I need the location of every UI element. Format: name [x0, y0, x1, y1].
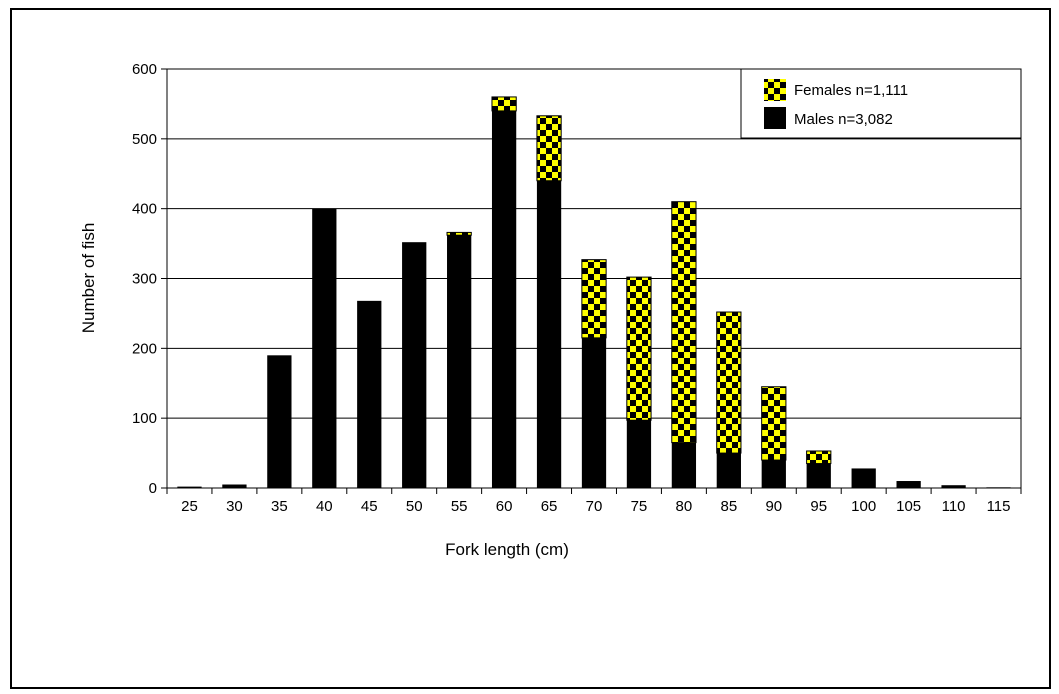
y-tick-label: 200	[132, 340, 157, 357]
x-tick-label: 115	[987, 498, 1011, 515]
bar-males-80	[671, 442, 697, 488]
x-tick-label: 75	[631, 498, 648, 515]
bar-males-95	[806, 463, 831, 488]
legend-swatch-females	[764, 79, 786, 101]
bar-males-50	[402, 242, 427, 488]
x-tick-label: 40	[316, 498, 333, 515]
legend-box	[740, 68, 1022, 139]
x-tick-label: 25	[181, 498, 198, 515]
bar-males-45	[357, 300, 382, 488]
x-tick-label: 100	[851, 498, 876, 515]
x-tick-label: 35	[271, 498, 288, 515]
bar-males-55	[447, 235, 472, 488]
bar-females-60	[491, 96, 517, 112]
y-tick-label: 0	[149, 480, 157, 497]
bar-females-75	[626, 276, 652, 421]
bar-males-70	[581, 337, 607, 488]
bar-females-90	[761, 386, 787, 461]
bar-females-65	[536, 115, 562, 182]
bar-females-70	[581, 259, 607, 339]
legend-label-males: Males n=3,082	[794, 111, 893, 128]
x-tick-label: 60	[496, 498, 513, 515]
x-tick-label: 110	[942, 498, 966, 515]
x-tick-label: 65	[541, 498, 558, 515]
bar-males-35	[267, 355, 292, 488]
x-tick-label: 70	[586, 498, 603, 515]
bar-males-40	[312, 208, 337, 488]
bars	[177, 96, 1011, 489]
legend-swatch-males	[764, 107, 786, 129]
legend-label-females: Females n=1,111	[794, 82, 908, 99]
bar-males-105	[896, 481, 921, 488]
bar-females-80	[671, 201, 697, 444]
bar-males-110	[941, 485, 966, 488]
x-tick-label: 85	[720, 498, 737, 515]
bar-males-25	[177, 486, 202, 488]
bar-males-90	[761, 460, 786, 488]
x-tick-label: 90	[765, 498, 782, 515]
axes: 0 100 200 300 400 500 600 25 30 35 40 45 50 55 60 65 70 7…	[132, 61, 1022, 515]
x-tick-label: 30	[226, 498, 243, 515]
x-tick-label: 95	[810, 498, 827, 515]
chart-frame: 0 100 200 300 400 500 600 25 30 35 40 45 50 55 60 65 70 7…	[10, 8, 1051, 689]
x-tick-label: 55	[451, 498, 468, 515]
bar-females-95	[806, 450, 832, 465]
bar-males-75	[626, 420, 652, 488]
x-tick-label: 105	[896, 498, 921, 515]
y-axis-label: Number of fish	[79, 223, 98, 334]
bar-females-85	[716, 311, 742, 454]
bar-males-85	[716, 453, 741, 488]
chart-canvas: 0 100 200 300 400 500 600 25 30 35 40 45 50 55 60 65 70 7…	[79, 61, 1022, 559]
x-axis-label: Fork length (cm)	[445, 540, 569, 559]
x-tick-label: 50	[406, 498, 423, 515]
y-tick-label: 400	[132, 201, 157, 218]
y-tick-label: 600	[132, 61, 157, 78]
bar-males-60	[491, 110, 517, 489]
bar-males-30	[222, 484, 247, 488]
legend: Females n=1,111 Males n=3,082	[740, 68, 1022, 139]
bar-females-55	[446, 231, 472, 236]
x-tick-label: 80	[676, 498, 693, 515]
y-tick-label: 500	[132, 131, 157, 148]
x-tick-label: 45	[361, 498, 378, 515]
y-tick-label: 300	[132, 271, 157, 288]
bar-males-100	[851, 468, 876, 488]
y-tick-label: 100	[132, 410, 157, 427]
bar-males-65	[536, 180, 562, 488]
